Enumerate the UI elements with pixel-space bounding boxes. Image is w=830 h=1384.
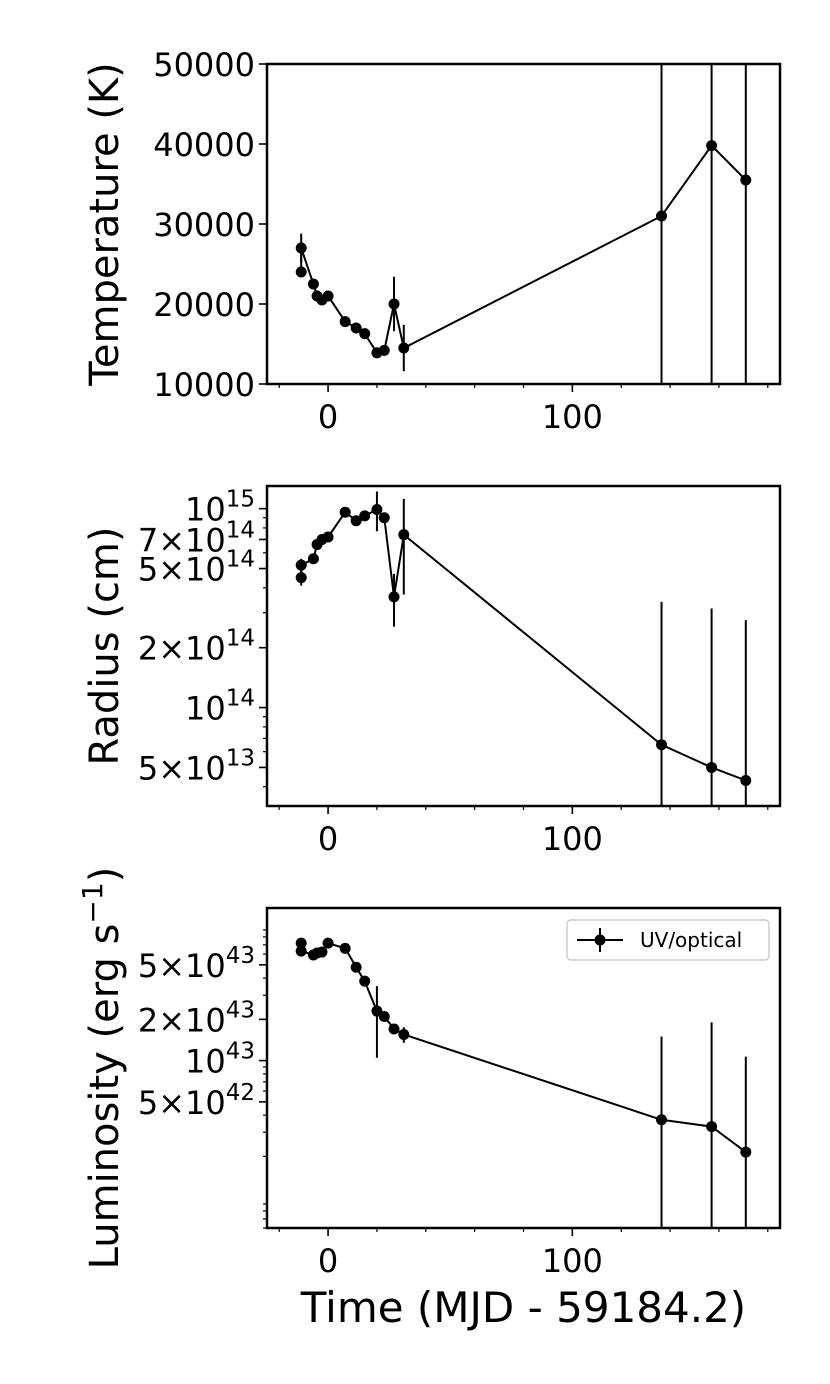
legend-label: UV/optical [640, 928, 742, 952]
data-point [706, 1121, 718, 1133]
y-tick-label: 5×1013 [138, 745, 255, 787]
y-tick-label: 20000 [153, 286, 255, 324]
data-point [359, 975, 371, 987]
data-point [656, 210, 668, 222]
data-point [350, 515, 362, 527]
y-tick-label: 5×1042 [138, 1080, 255, 1122]
data-point [295, 559, 307, 571]
x-tick-label: 0 [318, 398, 338, 436]
y-tick-label: 2×1014 [138, 626, 255, 668]
data-point [295, 266, 307, 278]
data-point [398, 342, 410, 354]
series-line [300, 144, 747, 354]
y-tick-label: 40000 [153, 126, 255, 164]
data-point [740, 174, 752, 186]
data-point [322, 531, 334, 543]
data-point [295, 945, 307, 957]
x-tick-label: 100 [542, 398, 603, 436]
data-point [307, 553, 319, 565]
data-point [359, 510, 371, 522]
legend-marker [594, 934, 606, 946]
data-series [295, 937, 752, 1228]
data-series [295, 491, 752, 806]
series-line [300, 508, 747, 782]
y-tick-label: 5×1043 [138, 943, 255, 985]
data-point [339, 942, 351, 954]
data-point [740, 774, 752, 786]
y-axis-label: Radius (cm) [82, 526, 128, 765]
y-tick-label: 1014 [185, 686, 255, 728]
data-point [656, 1114, 668, 1126]
y-tick-label: 10000 [153, 366, 255, 404]
data-point [307, 278, 319, 290]
data-point [388, 298, 400, 310]
data-point [295, 572, 307, 584]
x-tick-label: 0 [318, 820, 338, 858]
data-point [388, 1023, 400, 1035]
data-point [706, 140, 718, 152]
y-tick-label: 1043 [185, 1039, 255, 1081]
y-axis-label: Luminosity (erg s−1) [76, 867, 128, 1270]
panel-temperature: 10000 20000 30000 40000 50000 0 100 Temperature… [82, 46, 782, 436]
data-point [388, 591, 400, 603]
y-tick-label: 5×1014 [138, 547, 255, 589]
data-point [339, 506, 351, 518]
data-point [295, 937, 307, 949]
data-point [378, 344, 390, 356]
data-point [316, 946, 328, 958]
data-point [398, 529, 410, 541]
data-point [350, 322, 362, 334]
y-tick-label: 7×1014 [138, 517, 255, 559]
data-point [398, 1029, 410, 1041]
y-tick-label: 50000 [153, 46, 255, 84]
x-tick-label: 0 [318, 1242, 338, 1280]
legend: UV/optical [566, 919, 770, 961]
data-series [295, 64, 752, 384]
plot-frame [265, 906, 782, 1230]
data-point [740, 1146, 752, 1158]
data-point [350, 961, 362, 973]
data-point [656, 739, 668, 751]
data-point [378, 512, 390, 524]
y-tick-label: 30000 [153, 206, 255, 244]
data-point [706, 761, 718, 773]
plot-frame [265, 484, 782, 808]
y-tick-label: 1015 [185, 487, 255, 529]
data-point [322, 290, 334, 302]
y-axis-label: Temperature (K) [82, 62, 128, 387]
data-point [378, 1010, 390, 1022]
y-tick-label: 2×1043 [138, 997, 255, 1039]
series-line [300, 942, 747, 1153]
data-point [322, 937, 334, 949]
x-tick-label: 100 [542, 1242, 603, 1280]
data-point [339, 316, 351, 328]
x-tick-label: 100 [542, 820, 603, 858]
data-point [371, 504, 383, 516]
plot-frame [265, 62, 782, 386]
data-point [295, 242, 307, 254]
legend-box [566, 919, 770, 961]
x-axis-label: Time (MJD - 59184.2) [300, 1283, 746, 1332]
data-point [359, 328, 371, 340]
